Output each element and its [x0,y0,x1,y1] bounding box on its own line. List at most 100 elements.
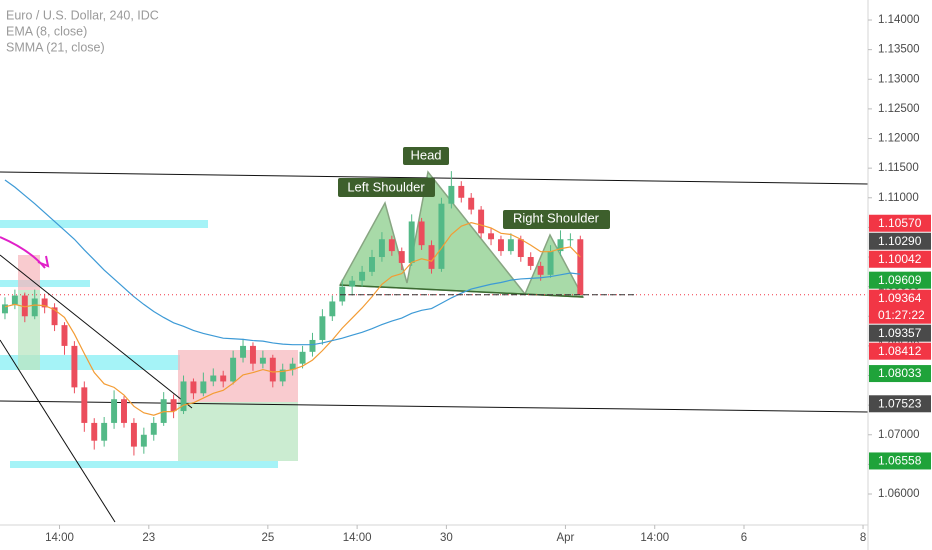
candle-body [71,345,78,388]
zone [10,461,278,468]
indicator-line [4,179,581,346]
price-label: 1.10570 [878,216,922,230]
candle-body [150,422,157,435]
candle-body [478,209,485,234]
annotation: Head [410,147,441,162]
candle-body [497,239,504,252]
price-label: 1.06558 [878,454,922,468]
legend-title: Euro / U.S. Dollar, 240, IDC [6,8,159,22]
candle-body [130,422,137,447]
y-tick-label: 1.11500 [878,162,919,174]
x-tick-label: Apr [556,532,574,544]
label-box [338,178,435,197]
candle-body [309,339,316,352]
price-label-box [869,214,931,232]
candle-body [121,399,127,423]
candle-body [547,251,554,275]
candle-body [468,197,475,210]
candle-body [240,345,247,358]
legend-entry: EMA (8, close) [6,24,87,38]
candle-body [101,422,108,441]
candle-body [398,251,405,263]
stop-box [178,350,298,402]
price-label: 1.09364 [878,291,922,305]
candle-body [111,399,118,423]
price-label-box [869,342,931,360]
candle-body [91,422,98,441]
candle-body [557,239,564,252]
price-label-box [869,452,931,470]
candle-body [448,185,455,204]
candle-body [329,301,336,317]
y-tick-label: 1.14000 [878,14,920,26]
zone [0,220,208,228]
candle-body [458,185,465,198]
candle-body [230,357,237,382]
price-label: 1.09357 [878,326,922,340]
x-tick-label: 6 [741,532,747,544]
candle-body [170,399,177,412]
price-label-box [869,365,931,383]
price-label: 1.07523 [878,396,922,410]
x-tick-label: 30 [440,532,453,544]
zone [0,280,90,287]
trend-line [0,339,116,523]
candle-body [41,298,48,308]
price-label-box [869,289,931,324]
x-tick-label: 25 [261,532,274,544]
price-label: 1.08412 [878,344,922,358]
candle-body [1,304,8,314]
candle-body [428,245,435,269]
candle-body [299,351,306,364]
price-label: 1.10042 [878,252,922,266]
y-tick-label: 1.11000 [878,192,919,204]
candle-body [319,316,326,340]
price-label-box [869,324,931,342]
candle-body [577,239,584,295]
x-tick-label: 14:00 [45,532,74,544]
y-tick-label: 1.13000 [878,73,920,85]
trend-line [0,254,193,409]
y-tick-label: 1.13500 [878,44,920,56]
candle-body [11,295,18,305]
price-label-box [869,271,931,289]
candle-body [488,233,495,240]
y-tick-label: 1.07000 [878,429,920,441]
candle-body [567,239,574,241]
candle-body [249,345,256,364]
zone [0,355,180,370]
candle-body [369,257,375,272]
annotation: Left Shoulder [347,179,425,194]
x-tick-label: 14:00 [343,532,372,544]
y-tick-label: 1.06000 [878,488,920,500]
candle-body [21,295,28,317]
candle-body [140,434,147,447]
legend-entry: SMMA (21, close) [6,40,105,54]
candle-body [51,307,58,326]
candle-body [418,221,425,246]
candle-body [507,239,514,252]
candle-body [408,221,415,263]
candle-body [31,298,38,317]
candle-body [220,375,227,382]
candle-body [279,369,286,382]
price-label-box [869,232,931,250]
price-label-box [869,250,931,268]
candle-body [190,381,197,394]
candle-body [349,280,356,287]
candle-body [180,381,187,412]
y-tick-label: 1.12500 [878,103,920,115]
price-label: 1.10290 [878,234,922,248]
marks [0,171,868,456]
annotation: Right Shoulder [513,210,600,225]
x-tick-label: 14:00 [640,532,669,544]
candle-body [378,239,385,258]
candle-body [200,381,207,394]
candle-body [517,239,524,258]
target-box [178,402,298,461]
candle-body [339,286,346,302]
x-tick-label: 23 [142,532,155,544]
candle-body [81,387,88,423]
trend-line [0,171,869,185]
